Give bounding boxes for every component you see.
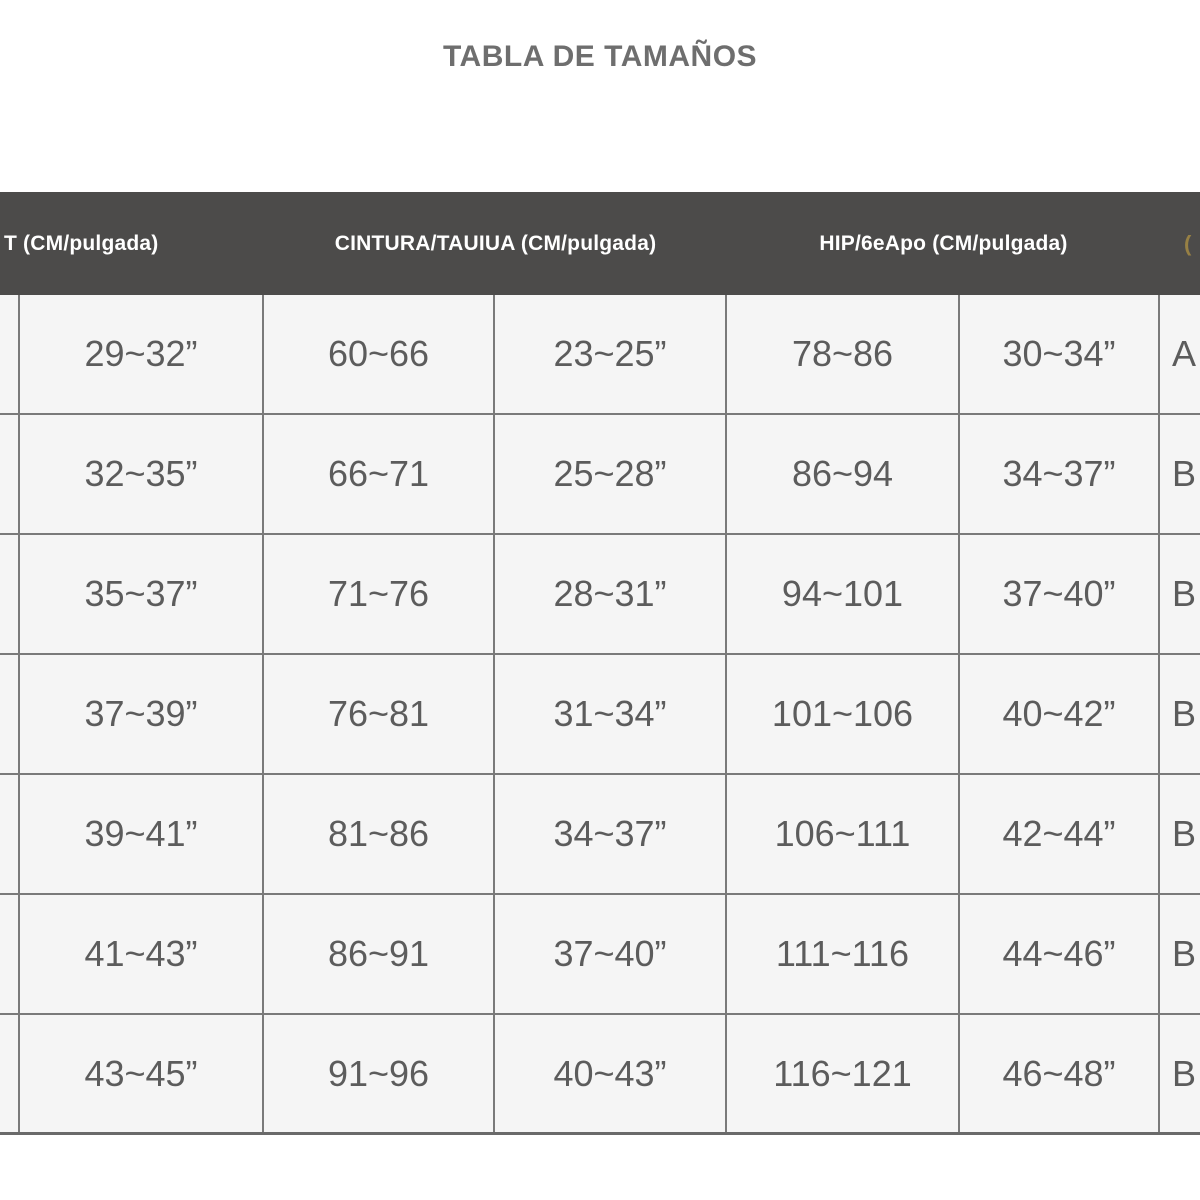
table-cell-col_size_letter: B xyxy=(1160,1015,1200,1132)
table-cell-col_sliver_left xyxy=(0,1015,20,1132)
table-cell-col_hip_cm: 111~116 xyxy=(727,895,960,1013)
table-cell-col_bust_inch: 43~45” xyxy=(20,1015,264,1132)
table-cell-col_hip_inch: 34~37” xyxy=(960,415,1160,533)
table-cell-col_sliver_left xyxy=(0,775,20,893)
table-cell-col_cintura_inch: 40~43” xyxy=(495,1015,727,1132)
table-cell-col_hip_cm: 106~111 xyxy=(727,775,960,893)
table-cell-col_cintura_inch: 37~40” xyxy=(495,895,727,1013)
table-cell-col_sliver_left xyxy=(0,535,20,653)
table-cell-col_bust_inch: 41~43” xyxy=(20,895,264,1013)
table-cell-col_hip_inch: 42~44” xyxy=(960,775,1160,893)
table-body: 29~32” 60~66 23~25” 78~86 30~34” A 32~35” 66~71… xyxy=(0,295,1200,1135)
table-cell-col_cintura_cm: 71~76 xyxy=(264,535,495,653)
table-cell-col_hip_cm: 101~106 xyxy=(727,655,960,773)
table-cell-col_bust_inch: 39~41” xyxy=(20,775,264,893)
table-header-cell-2: HIP/6eApo (CM/pulgada) xyxy=(819,231,1068,255)
table-cell-col_cintura_cm: 60~66 xyxy=(264,295,495,413)
size-chart-table: T (CM/pulgada) CINTURA/TAUIUA (CM/pulgada… xyxy=(0,192,1200,1135)
table-cell-col_cintura_cm: 81~86 xyxy=(264,775,495,893)
table-header-row: T (CM/pulgada) CINTURA/TAUIUA (CM/pulgada… xyxy=(0,192,1200,295)
table-cell-col_cintura_inch: 23~25” xyxy=(495,295,727,413)
table-row: 43~45” 91~96 40~43” 116~121 46~48” B xyxy=(0,1015,1200,1132)
page-title: TABLA DE TAMAÑOS xyxy=(442,40,758,73)
table-row: 37~39” 76~81 31~34” 101~106 40~42” B xyxy=(0,655,1200,775)
table-header-cell-1: CINTURA/TAUIUA (CM/pulgada) xyxy=(334,231,657,255)
table-cell-col_size_letter: B xyxy=(1160,655,1200,773)
table-cell-col_hip_inch: 46~48” xyxy=(960,1015,1160,1132)
table-cell-col_cintura_cm: 66~71 xyxy=(264,415,495,533)
table-header-cell-0: T (CM/pulgada) xyxy=(4,231,159,255)
title-bar: TABLA DE TAMAÑOS xyxy=(0,0,1200,192)
table-cell-col_sliver_left xyxy=(0,895,20,1013)
table-cell-col_sliver_left xyxy=(0,655,20,773)
table-cell-col_sliver_left xyxy=(0,415,20,533)
table-cell-col_size_letter: B xyxy=(1160,535,1200,653)
table-row: 29~32” 60~66 23~25” 78~86 30~34” A xyxy=(0,295,1200,415)
table-row: 35~37” 71~76 28~31” 94~101 37~40” B xyxy=(0,535,1200,655)
table-cell-col_bust_inch: 35~37” xyxy=(20,535,264,653)
table-cell-col_cintura_inch: 31~34” xyxy=(495,655,727,773)
table-cell-col_cintura_inch: 28~31” xyxy=(495,535,727,653)
table-cell-col_hip_inch: 44~46” xyxy=(960,895,1160,1013)
table-cell-col_hip_cm: 86~94 xyxy=(727,415,960,533)
table-cell-col_hip_cm: 78~86 xyxy=(727,295,960,413)
table-cell-col_cintura_cm: 86~91 xyxy=(264,895,495,1013)
table-cell-col_size_letter: B xyxy=(1160,775,1200,893)
table-cell-col_hip_cm: 116~121 xyxy=(727,1015,960,1132)
table-cell-col_cintura_cm: 76~81 xyxy=(264,655,495,773)
header-edge-glyph-icon: ( xyxy=(1184,230,1192,256)
table-row: 32~35” 66~71 25~28” 86~94 34~37” B xyxy=(0,415,1200,535)
table-cell-col_hip_inch: 40~42” xyxy=(960,655,1160,773)
table-cell-col_cintura_inch: 34~37” xyxy=(495,775,727,893)
table-row: 41~43” 86~91 37~40” 111~116 44~46” B xyxy=(0,895,1200,1015)
table-cell-col_sliver_left xyxy=(0,295,20,413)
table-cell-col_hip_inch: 37~40” xyxy=(960,535,1160,653)
table-cell-col_bust_inch: 37~39” xyxy=(20,655,264,773)
table-cell-col_cintura_cm: 91~96 xyxy=(264,1015,495,1132)
table-cell-col_size_letter: B xyxy=(1160,415,1200,533)
table-cell-col_hip_inch: 30~34” xyxy=(960,295,1160,413)
table-cell-col_bust_inch: 32~35” xyxy=(20,415,264,533)
table-cell-col_size_letter: B xyxy=(1160,895,1200,1013)
table-cell-col_size_letter: A xyxy=(1160,295,1200,413)
table-cell-col_hip_cm: 94~101 xyxy=(727,535,960,653)
table-cell-col_cintura_inch: 25~28” xyxy=(495,415,727,533)
table-row: 39~41” 81~86 34~37” 106~111 42~44” B xyxy=(0,775,1200,895)
table-cell-col_bust_inch: 29~32” xyxy=(20,295,264,413)
